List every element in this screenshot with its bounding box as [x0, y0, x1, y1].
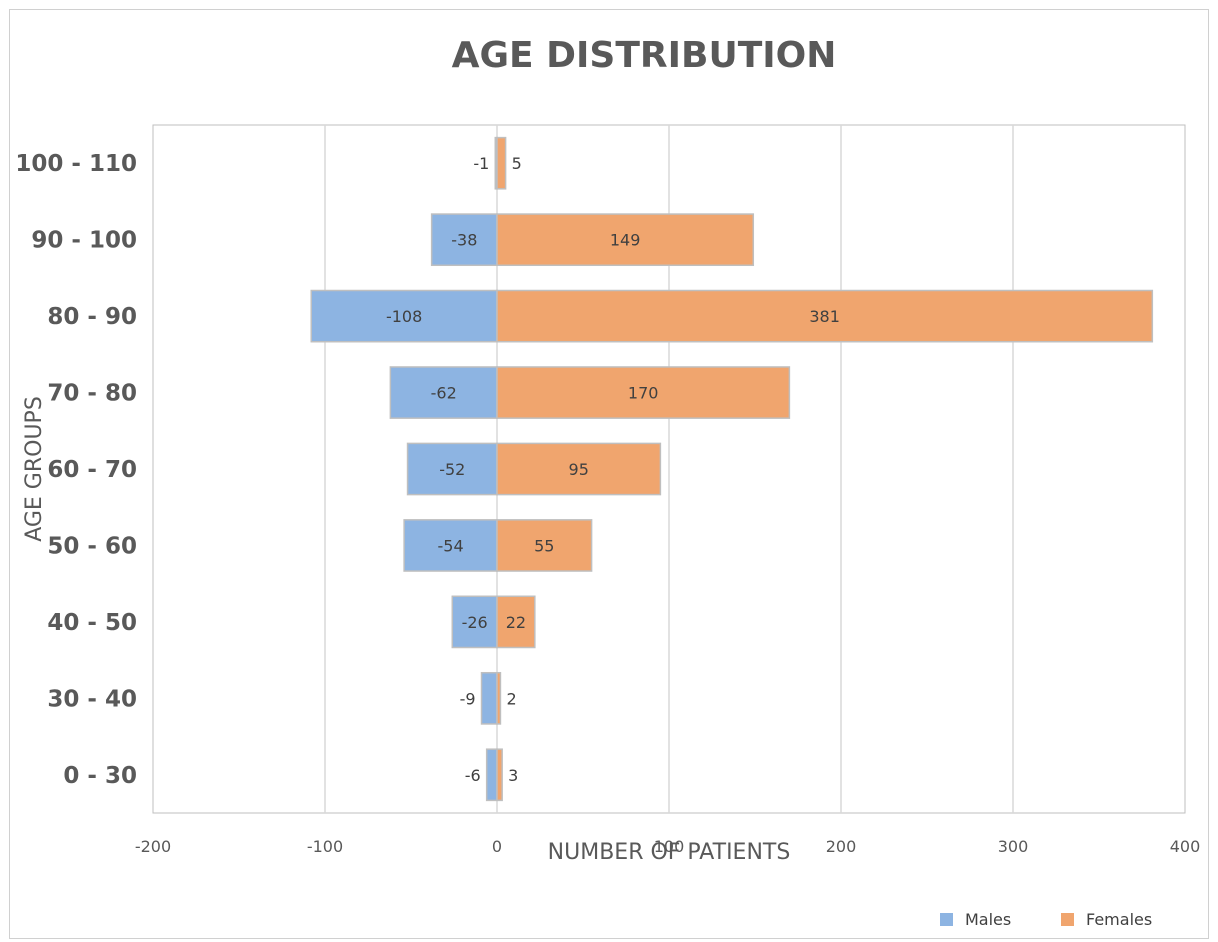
- data-label-females: 95: [569, 460, 589, 479]
- data-label-females: 170: [628, 384, 659, 403]
- data-label-females: 2: [506, 689, 516, 708]
- x-axis-title: NUMBER OF PATIENTS: [548, 840, 791, 865]
- chart-frame: AGE DISTRIBUTION -6 -9 -26 -54 -52 -62 -108 -38…: [9, 9, 1209, 939]
- bar-females: [496, 671, 502, 725]
- data-label-females: 149: [610, 231, 641, 250]
- bar-females: [496, 442, 662, 496]
- data-label-females: 55: [534, 536, 554, 555]
- bar-females: [496, 748, 503, 802]
- data-label-males: -26: [462, 613, 488, 632]
- data-label-males: -9: [460, 689, 476, 708]
- category-labels: 0 - 30 30 - 40 40 - 50 50 - 60 60 - 70 70 - 8…: [15, 151, 137, 789]
- bar-females: [496, 136, 507, 190]
- bar-males: [485, 748, 498, 802]
- data-label-males: -6: [465, 766, 481, 785]
- bar-males: [480, 671, 498, 725]
- age-distribution-chart: AGE DISTRIBUTION -6 -9 -26 -54 -52 -62 -108 -38…: [15, 35, 1200, 929]
- data-label-males: -52: [439, 460, 465, 479]
- bar-females: [496, 519, 593, 572]
- category-label: 70 - 80: [47, 381, 137, 407]
- legend-swatch-males: [940, 913, 953, 926]
- bar-females: [496, 366, 791, 419]
- data-labels: -6-9-26-54-52-62-108-38-1322255951703811…: [386, 154, 840, 785]
- bar-males: [403, 519, 498, 572]
- legend-label-females: Females: [1086, 910, 1152, 929]
- bar-females: [496, 289, 1154, 343]
- x-tick-label: 300: [998, 837, 1029, 856]
- x-tick-label: 0: [492, 837, 502, 856]
- x-tick-label: 200: [826, 837, 857, 856]
- bar-males: [406, 442, 498, 496]
- category-label: 90 - 100: [31, 228, 137, 254]
- data-label-males: -62: [431, 384, 457, 403]
- bar-females: [496, 595, 536, 649]
- data-label-females: 5: [512, 154, 522, 173]
- data-label-females: 381: [809, 307, 840, 326]
- bar-males: [430, 213, 498, 267]
- bar-males: [310, 289, 498, 343]
- x-tick-label: -100: [307, 837, 343, 856]
- legend-label-males: Males: [965, 910, 1011, 929]
- category-label: 60 - 70: [47, 457, 137, 483]
- category-label: 100 - 110: [15, 151, 137, 177]
- data-label-males: -38: [451, 231, 477, 250]
- category-label: 0 - 30: [63, 763, 137, 789]
- category-label: 30 - 40: [47, 686, 137, 712]
- y-axis-title: AGE GROUPS: [22, 396, 47, 542]
- data-label-females: 22: [506, 613, 526, 632]
- x-tick-labels: -200 -100 0 100 200 300 400: [135, 837, 1200, 856]
- data-label-males: -108: [386, 307, 422, 326]
- x-tick-label: 400: [1170, 837, 1201, 856]
- category-label: 80 - 90: [47, 304, 137, 330]
- chart-title: AGE DISTRIBUTION: [452, 35, 837, 76]
- bars: [310, 136, 1154, 802]
- category-label: 40 - 50: [47, 610, 137, 636]
- x-tick-label: -200: [135, 837, 171, 856]
- data-label-males: -54: [437, 536, 463, 555]
- data-label-females: 3: [508, 766, 518, 785]
- legend: Males Females: [940, 910, 1152, 929]
- x-tick-label: 100: [654, 837, 685, 856]
- bar-females: [496, 213, 755, 267]
- legend-swatch-females: [1061, 913, 1074, 926]
- category-label: 50 - 60: [47, 533, 137, 559]
- data-label-males: -1: [473, 154, 489, 173]
